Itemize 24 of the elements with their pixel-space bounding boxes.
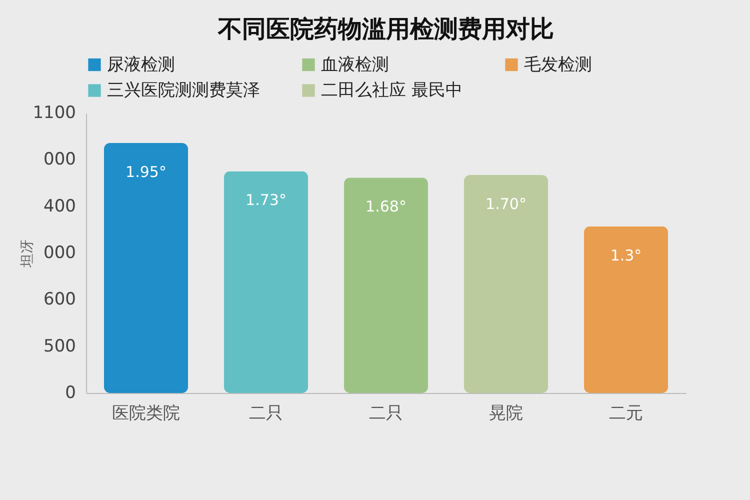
legend-label: 毛发检测 [524,54,592,75]
x-tick-label: 二只 [249,404,283,424]
data-label: 1.70° [486,195,526,214]
legend-label: 二田么社应 最民中 [321,80,462,100]
data-label: 1.68° [366,198,406,216]
x-tick-label: 二元 [609,404,643,424]
text: 1100 [32,103,76,123]
chart-title: 不同医院药物滥用检测费用对比 [217,15,554,43]
x-tick-label: 二只 [369,404,403,424]
data-label: 1.95° [126,163,166,181]
text: 500 [44,336,76,356]
text: 000 [44,150,76,170]
text: 600 [44,290,76,310]
text: 0 [65,383,76,403]
x-tick-label: 医院类院 [112,404,180,424]
data-label: 1.73° [246,191,286,210]
legend-label: 三兴医院测测费莫泽 [107,80,260,100]
x-tick-label: 晃院 [489,404,523,424]
data-label: 1.3° [610,246,642,264]
text: 000 [44,243,76,263]
legend-label: 血液检测 [321,54,389,75]
legend-label: 尿液检测 [107,54,175,75]
text: 400 [44,196,76,216]
y-axis-title: 坦冴 [20,240,36,268]
